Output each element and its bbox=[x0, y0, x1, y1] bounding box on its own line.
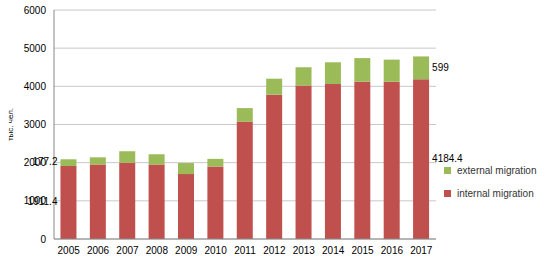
svg-text:2007: 2007 bbox=[116, 245, 139, 256]
svg-text:2012: 2012 bbox=[263, 245, 286, 256]
svg-text:2015: 2015 bbox=[351, 245, 374, 256]
svg-text:2011: 2011 bbox=[234, 245, 256, 256]
svg-text:4000: 4000 bbox=[24, 81, 47, 92]
svg-text:6000: 6000 bbox=[24, 5, 47, 16]
svg-text:2013: 2013 bbox=[293, 245, 316, 256]
svg-text:599: 599 bbox=[432, 62, 449, 73]
html-text:internal migration: internal migration bbox=[457, 188, 534, 199]
svg-text:4184.4: 4184.4 bbox=[432, 153, 463, 164]
svg-text:2017: 2017 bbox=[410, 245, 433, 256]
svg-text:2005: 2005 bbox=[58, 245, 81, 256]
svg-text:2016: 2016 bbox=[381, 245, 404, 256]
html-text:external migration: external migration bbox=[457, 165, 537, 176]
svg-text:177.2: 177.2 bbox=[32, 156, 57, 167]
svg-text:5000: 5000 bbox=[24, 43, 47, 54]
svg-text:2014: 2014 bbox=[322, 245, 345, 256]
svg-text:1911.4: 1911.4 bbox=[28, 196, 58, 207]
svg-text:2009: 2009 bbox=[175, 245, 198, 256]
svg-text:2006: 2006 bbox=[87, 245, 110, 256]
svg-text:3000: 3000 bbox=[24, 119, 47, 130]
svg-text:0: 0 bbox=[40, 234, 46, 245]
svg-text:тыс. чел.: тыс. чел. bbox=[8, 108, 15, 141]
svg-text:2008: 2008 bbox=[146, 245, 169, 256]
svg-text:2010: 2010 bbox=[204, 245, 227, 256]
